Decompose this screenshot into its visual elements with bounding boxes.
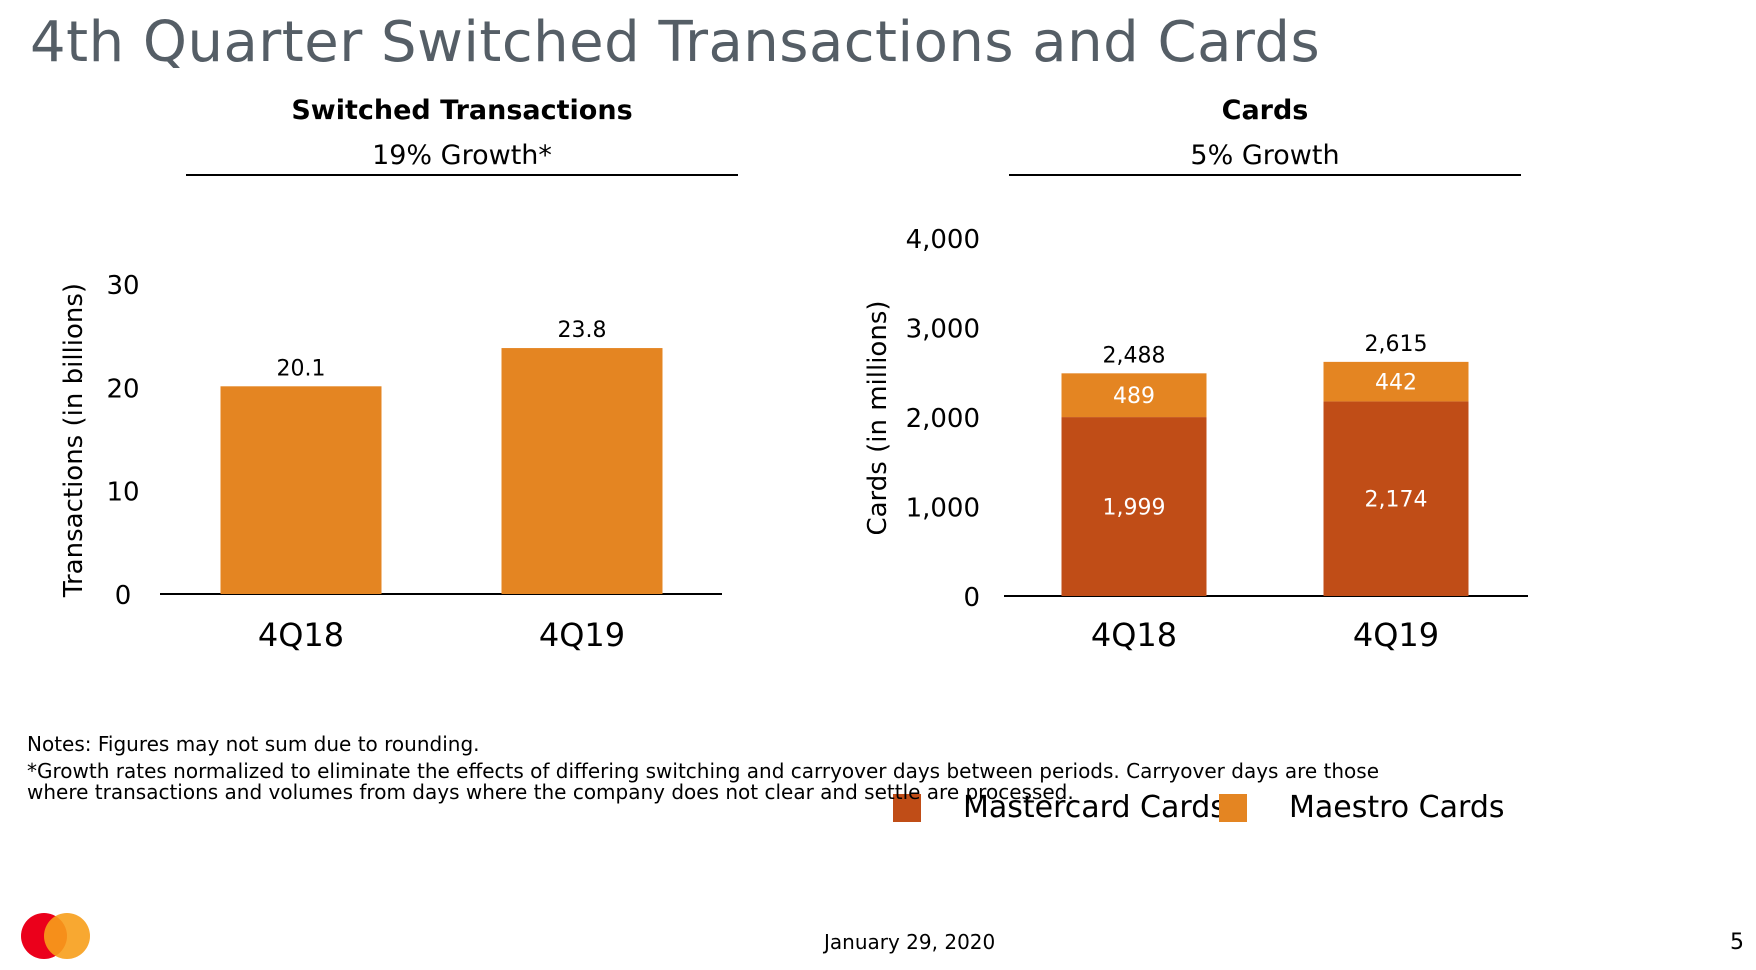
cards-header-rule	[1009, 174, 1521, 176]
transactions-x-tick-label: 4Q19	[539, 616, 625, 654]
transactions-value-label: 20.1	[277, 356, 326, 381]
transactions-header-rule	[186, 174, 738, 176]
cards-bar-4Q18-maestro	[1061, 373, 1207, 418]
cards-y-tick-label: 4,000	[906, 225, 980, 255]
cards-segment-label: 489	[1113, 384, 1155, 409]
legend-label-maestro: Maestro Cards	[1289, 790, 1505, 825]
notes-growth-footnote-2: where transactions and volumes from days…	[27, 780, 1074, 804]
cards-bar-4Q18-mastercard	[1061, 417, 1207, 596]
cards-bar-4Q19-maestro	[1323, 361, 1469, 402]
cards-y-tick-label: 1,000	[906, 494, 980, 524]
cards-legend-2: Maestro Cards	[1219, 790, 1505, 825]
transactions-bar-4Q18	[220, 386, 382, 594]
mastercard-logo	[21, 913, 90, 959]
cards-total-label: 2,615	[1365, 332, 1428, 357]
cards-y-axis-label: Cards (in millions)	[863, 300, 893, 535]
transactions-y-tick-label: 10	[106, 478, 139, 508]
transactions-growth-subtitle: 19% Growth*	[372, 140, 552, 171]
legend-swatch-maestro	[1219, 793, 1247, 822]
cards-y-tick-label: 3,000	[906, 315, 980, 345]
page-number: 5	[1730, 930, 1744, 955]
cards-y-tick-label: 2,000	[906, 404, 980, 434]
transactions-y-tick-label: 30	[106, 271, 139, 301]
footer-date: January 29, 2020	[824, 930, 996, 954]
cards-segment-label: 442	[1375, 371, 1417, 396]
cards-bar-4Q19-mastercard	[1323, 401, 1469, 596]
notes-rounding: Notes: Figures may not sum due to roundi…	[27, 732, 480, 756]
page-title: 4th Quarter Switched Transactions and Ca…	[30, 10, 1321, 75]
transactions-value-label: 23.8	[558, 318, 607, 343]
cards-segment-label: 1,999	[1103, 496, 1166, 521]
transactions-y-axis-label: Transactions (in billions)	[59, 283, 89, 598]
transactions-x-tick-label: 4Q18	[258, 616, 344, 654]
cards-panel-title: Cards	[1221, 95, 1309, 126]
cards-y-tick-label: 0	[963, 583, 980, 613]
notes-growth-footnote-1: *Growth rates normalized to eliminate th…	[27, 759, 1379, 783]
cards-x-tick-label: 4Q19	[1353, 616, 1439, 654]
transactions-y-tick-label: 0	[115, 581, 132, 611]
transactions-y-tick-label: 20	[106, 374, 139, 404]
cards-total-label: 2,488	[1103, 343, 1166, 368]
transactions-panel-title: Switched Transactions	[291, 95, 633, 126]
legend-swatch-mastercard	[893, 793, 921, 822]
legend-label-mastercard: Mastercard Cards	[963, 790, 1226, 825]
cards-growth-subtitle: 5% Growth	[1190, 140, 1340, 171]
transactions-bar-4Q19	[501, 348, 663, 594]
cards-segment-label: 2,174	[1365, 488, 1428, 513]
cards-legend: Mastercard Cards	[893, 790, 1226, 825]
cards-x-tick-label: 4Q18	[1091, 616, 1177, 654]
